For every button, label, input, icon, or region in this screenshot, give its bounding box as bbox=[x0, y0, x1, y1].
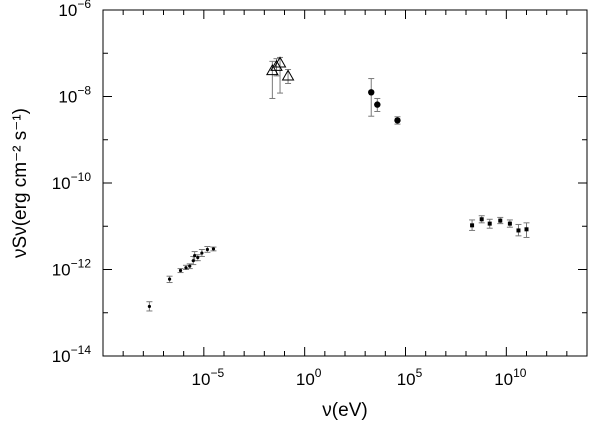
x-tick-label: 105 bbox=[397, 366, 423, 389]
data-point bbox=[147, 304, 152, 309]
data-point bbox=[487, 221, 492, 226]
y-tick-label: 10−14 bbox=[52, 343, 92, 366]
y-tick-label: 10−10 bbox=[52, 170, 92, 193]
data-point bbox=[211, 247, 216, 251]
x-tick-label: 1010 bbox=[494, 366, 527, 389]
plot-frame bbox=[102, 9, 588, 357]
data-point bbox=[191, 259, 195, 263]
data-point bbox=[498, 218, 503, 223]
data-point bbox=[507, 221, 512, 226]
data-point bbox=[394, 117, 401, 124]
data-point bbox=[479, 217, 484, 222]
y-tick-label: 10−8 bbox=[58, 84, 91, 107]
data-point bbox=[178, 268, 183, 273]
data-point bbox=[470, 223, 475, 228]
data-point bbox=[188, 264, 192, 268]
data-point bbox=[524, 227, 529, 232]
data-point bbox=[196, 255, 200, 260]
data-point bbox=[265, 63, 279, 76]
data-point bbox=[167, 277, 172, 281]
data-point bbox=[516, 228, 521, 233]
data-point bbox=[200, 251, 204, 255]
data-point bbox=[205, 247, 209, 252]
data-point bbox=[281, 69, 295, 81]
data-point bbox=[273, 56, 287, 68]
tick-marks bbox=[102, 9, 588, 357]
data-markers bbox=[147, 56, 529, 309]
tick-labels: 10−5 100 105 1010 10−14 10−12 10−10 10−8 10−6 bbox=[52, 0, 527, 389]
y-tick-label: 10−6 bbox=[58, 0, 91, 20]
x-tick-label: 10−5 bbox=[192, 366, 225, 389]
data-point bbox=[368, 89, 375, 96]
data-point bbox=[374, 101, 381, 108]
y-tick-label: 10−12 bbox=[52, 257, 92, 280]
x-axis-title: ν(eV) bbox=[322, 400, 367, 421]
data-point bbox=[184, 266, 188, 270]
data-point bbox=[193, 253, 197, 258]
y-axis-title: νSν(erg cm⁻² s⁻¹) bbox=[10, 108, 31, 258]
error-bars bbox=[146, 56, 530, 312]
data-point bbox=[270, 59, 283, 71]
x-tick-label: 100 bbox=[296, 366, 322, 389]
